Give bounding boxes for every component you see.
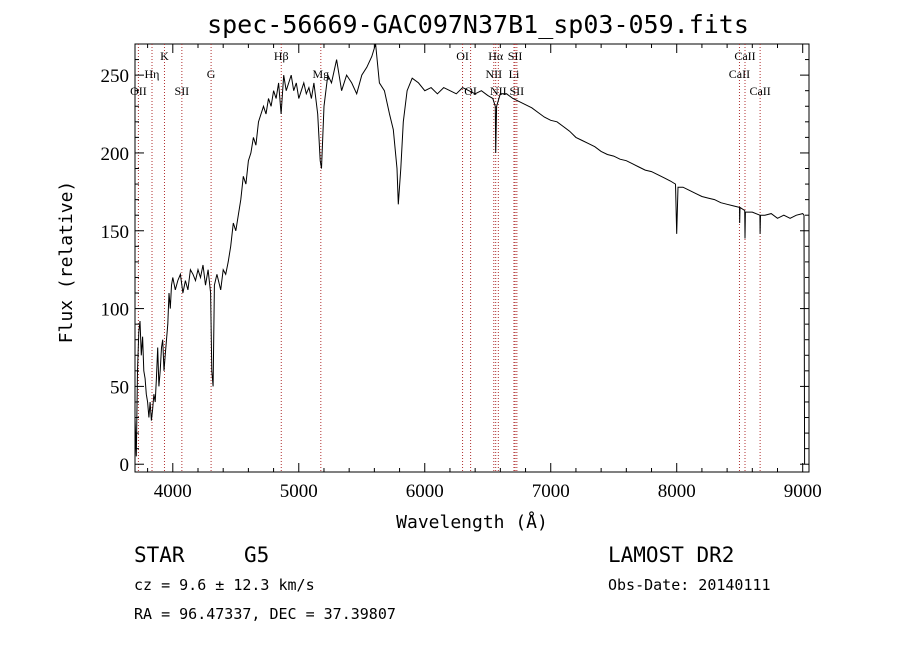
line-label: SII (175, 84, 190, 98)
line-label: SII (508, 49, 523, 63)
x-tick-label: 4000 (154, 481, 192, 502)
x-tick-label: 7000 (532, 481, 570, 502)
object-subclass: G5 (244, 543, 269, 567)
survey-name: LAMOST DR2 (608, 543, 734, 567)
x-tick-label: 5000 (280, 481, 318, 502)
line-label: NII (490, 84, 507, 98)
redshift-info: cz = 9.6 ± 12.3 km/s (134, 576, 315, 594)
spectrum-series-line (134, 43, 806, 465)
line-label: Hβ (274, 49, 289, 63)
x-tick-label: 9000 (784, 481, 822, 502)
spectral-line-labels: OIIHηKSIIGHβMgOIOIHαNIINIISIILiSIICaIICa… (130, 49, 771, 98)
obs-date: Obs-Date: 20140111 (608, 576, 771, 594)
spectral-line-markers (137, 44, 761, 472)
plot-frame (134, 43, 810, 473)
y-axis-label: Flux (relative) (56, 181, 77, 344)
object-class: STAR (134, 543, 185, 567)
line-label: OI (456, 49, 469, 63)
y-tick-label: 200 (101, 144, 130, 165)
line-label: Mg (312, 67, 329, 81)
y-tick-label: 50 (110, 377, 129, 398)
line-label: CaII (749, 84, 770, 98)
x-tick-label: 6000 (406, 481, 444, 502)
x-axis-ticks: 4000 5000 6000 7000 8000 9000 (147, 44, 822, 502)
line-label: K (160, 49, 169, 63)
line-label: CaII (729, 67, 750, 81)
y-tick-label: 250 (101, 66, 130, 87)
line-label: SII (510, 84, 525, 98)
chart-title: spec-56669-GAC097N37B1_sp03-059.fits (207, 10, 749, 39)
line-label: NII (485, 67, 502, 81)
x-axis-label: Wavelength (Å) (396, 511, 548, 533)
y-axis-ticks: 0 50 100 150 200 250 (101, 59, 809, 476)
y-tick-label: 0 (120, 455, 130, 476)
line-label: Hη (145, 67, 160, 81)
line-label: CaII (734, 49, 755, 63)
x-tick-label: 8000 (658, 481, 696, 502)
y-tick-label: 150 (101, 222, 130, 243)
line-label: Li (509, 67, 520, 81)
line-label: G (207, 67, 216, 81)
y-tick-label: 100 (101, 300, 130, 321)
line-label: Hα (488, 49, 504, 63)
coordinates: RA = 96.47337, DEC = 37.39807 (134, 605, 396, 623)
